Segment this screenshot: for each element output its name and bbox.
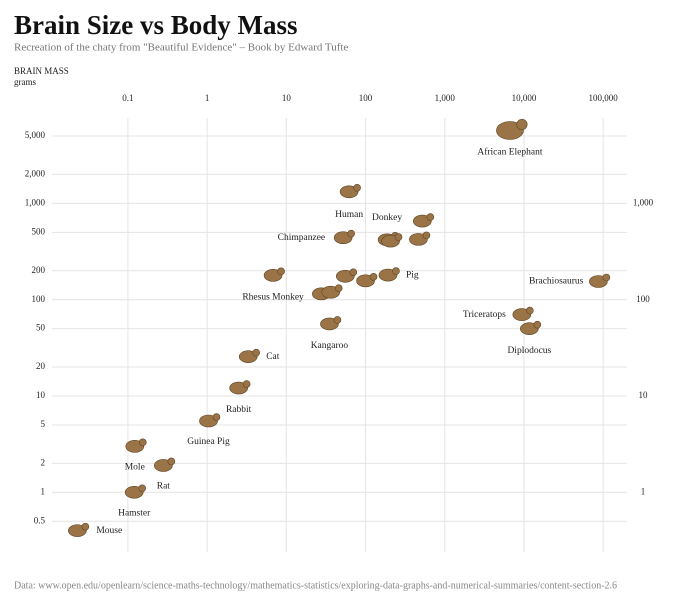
- animal-head: [516, 118, 528, 131]
- animal-marker: [496, 118, 528, 140]
- animal-marker: [68, 522, 90, 537]
- animal-marker: [335, 268, 358, 283]
- animal-label: Human: [335, 210, 363, 220]
- y-axis-unit: grams: [14, 77, 36, 87]
- y2-tick-label: 10: [639, 390, 649, 400]
- animal-label: Rabbit: [226, 405, 252, 415]
- animal-marker: [589, 273, 611, 288]
- animal-head: [353, 183, 361, 192]
- animal-marker: [409, 231, 431, 246]
- animal-label: Mouse: [96, 526, 122, 536]
- animal-marker: [229, 380, 251, 395]
- x-tick-label: 1,000: [435, 93, 456, 103]
- y-axis-title: BRAIN MASS: [14, 66, 69, 76]
- x-tick-label: 0.1: [122, 93, 133, 103]
- chart-title: Brain Size vs Body Mass: [14, 10, 298, 40]
- x-tick-label: 1: [205, 93, 210, 103]
- animal-label: Hamster: [118, 508, 151, 518]
- animal-head: [252, 348, 261, 357]
- animal-label: Kangaroo: [311, 341, 349, 351]
- animal-head: [526, 306, 534, 315]
- y-tick-label: 5,000: [25, 130, 46, 140]
- animal-head: [212, 413, 221, 421]
- animal-head: [349, 268, 358, 277]
- y-tick-label: 2,000: [25, 168, 46, 178]
- animal-label: Brachiosaurus: [529, 277, 584, 287]
- animal-label: Guinea Pig: [187, 437, 230, 447]
- y-tick-label: 0.5: [34, 515, 46, 525]
- animal-marker: [238, 348, 261, 363]
- animal-label: Triceratops: [463, 310, 506, 320]
- animal-head: [138, 438, 147, 447]
- y-tick-label: 50: [36, 323, 46, 333]
- y-tick-label: 1: [41, 486, 46, 496]
- animal-label: Cat: [266, 352, 280, 362]
- animal-label: Rat: [157, 482, 171, 492]
- animal-head: [242, 380, 251, 388]
- animal-marker: [333, 229, 355, 245]
- x-tick-label: 100: [359, 93, 373, 103]
- animal-marker: [199, 413, 221, 428]
- y2-tick-label: 1,000: [633, 197, 654, 207]
- animal-marker: [154, 457, 176, 472]
- animal-head: [426, 213, 435, 221]
- animal-label: Rhesus Monkey: [242, 293, 304, 303]
- animal-head: [138, 484, 146, 493]
- animal-marker: [321, 284, 343, 299]
- animal-marker: [413, 213, 435, 228]
- chart-subtitle: Recreation of the chaty from "Beautiful …: [14, 42, 348, 54]
- animal-label: Donkey: [372, 213, 402, 223]
- y2-tick-label: 1: [641, 486, 646, 496]
- x-tick-label: 10,000: [512, 93, 537, 103]
- animal-marker: [339, 183, 361, 199]
- animal-marker: [124, 484, 146, 499]
- animal-marker: [520, 320, 542, 335]
- animal-head: [277, 267, 285, 276]
- x-tick-label: 10: [282, 93, 292, 103]
- animal-marker: [263, 267, 285, 282]
- animal-head: [81, 522, 90, 531]
- y-tick-label: 2: [41, 457, 46, 467]
- y-tick-label: 5: [41, 419, 46, 429]
- animal-marker: [356, 273, 378, 288]
- animal-marker: [381, 233, 403, 248]
- y-tick-label: 10: [36, 390, 46, 400]
- y-tick-label: 100: [32, 294, 46, 304]
- y2-tick-label: 100: [636, 294, 650, 304]
- animal-marker: [125, 438, 147, 453]
- animal-marker: [378, 267, 400, 282]
- animal-head: [167, 457, 176, 466]
- animal-label: Pig: [406, 270, 419, 280]
- animal-head: [334, 284, 343, 293]
- animal-head: [422, 231, 431, 240]
- animal-label: African Elephant: [477, 147, 543, 158]
- y-tick-label: 500: [32, 226, 46, 236]
- animal-head: [369, 273, 378, 281]
- animal-head: [602, 273, 611, 282]
- animal-label: Diplodocus: [507, 346, 551, 356]
- animal-head: [392, 267, 400, 275]
- source-note: Data: www.open.edu/openlearn/science-mat…: [14, 580, 617, 591]
- animal-head: [533, 320, 542, 329]
- y-tick-label: 1,000: [25, 197, 46, 207]
- y-tick-label: 200: [32, 265, 46, 275]
- animal-marker: [512, 306, 534, 321]
- animal-head: [394, 233, 403, 241]
- animal-head: [333, 316, 342, 324]
- animal-head: [347, 229, 355, 238]
- y-tick-label: 20: [36, 361, 46, 371]
- animal-label: Chimpanzee: [278, 233, 325, 243]
- x-tick-label: 100,000: [589, 93, 619, 103]
- animal-label: Mole: [125, 463, 145, 473]
- animal-marker: [320, 316, 342, 331]
